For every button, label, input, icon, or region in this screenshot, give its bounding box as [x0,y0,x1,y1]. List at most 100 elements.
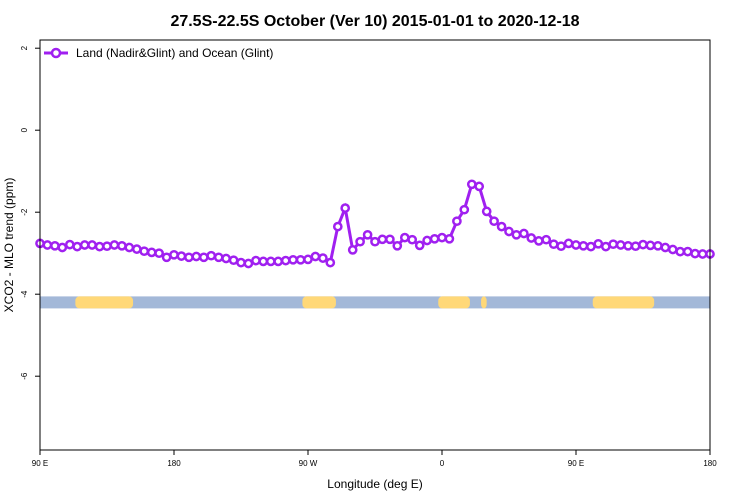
data-point [437,232,447,243]
y-axis: 2 0 -2 -4 -6 [20,45,40,380]
data-point [355,236,365,247]
data-point [265,256,276,267]
data-point [146,247,157,258]
y-tick-label: -4 [20,290,29,298]
data-point [280,255,291,266]
data-point [139,246,150,257]
data-point [154,248,164,259]
land-segment-4 [592,296,655,309]
data-point [526,233,537,243]
data-point [362,229,373,240]
x-tick-label: 90 E [568,459,584,468]
data-point [385,234,395,245]
x-axis-label: Longitude (deg E) [327,477,422,491]
data-point [593,238,604,249]
x-tick-label: 90 E [32,459,48,468]
series-layer [35,179,715,269]
data-point [615,240,626,250]
x-tick-label: 0 [440,459,445,468]
data-point [496,221,507,232]
x-tick-label: 90 W [299,459,318,468]
data-point [169,249,179,260]
data-point [273,256,284,267]
y-tick-label: 2 [20,45,29,50]
land-segment-2 [438,296,470,309]
data-point [563,238,574,249]
data-point [571,240,581,250]
data-point [72,241,83,252]
data-point [608,239,619,250]
data-point [243,258,254,269]
data-point [117,240,127,251]
data-point [236,257,246,268]
land-segment-0 [75,296,134,309]
data-point [519,228,529,239]
data-point [318,253,328,263]
data-point [228,255,239,266]
data-point [50,240,60,251]
data-point [533,236,544,246]
data-point [325,257,336,268]
data-point [690,248,700,259]
data-point [481,206,492,217]
data-point [645,240,656,251]
data-point [556,241,566,252]
land-segment-3 [481,296,487,309]
data-point [310,251,321,262]
x-tick-label: 180 [167,459,181,468]
legend-marker [50,47,62,59]
data-point [682,246,693,257]
data-point [198,252,209,263]
data-point [347,245,358,255]
x-tick-label: 180 [703,459,717,468]
data-point [42,240,53,250]
legend: Land (Nadir&Glint) and Ocean (Glint) [44,46,273,60]
data-point [600,241,611,252]
land-segment-1 [302,296,336,309]
data-point [102,241,112,252]
y-tick-label: -2 [20,208,29,216]
data-point [623,240,633,251]
data-point [94,241,105,252]
data-point [288,254,298,265]
data-point [474,181,485,192]
data-point [392,240,403,251]
data-point [258,256,269,267]
data-point [191,251,202,262]
data-point [660,242,671,253]
plot-frame [39,39,711,451]
ocean-band [40,296,710,309]
x-axis: 90 E 180 90 W 0 90 E 180 [32,450,717,468]
data-point [251,255,261,266]
data-point [57,242,68,253]
data-point [667,244,678,255]
data-point [459,204,470,215]
data-point [422,235,432,246]
data-point [541,234,552,245]
data-point [504,226,514,237]
data-point [303,254,313,265]
chart-title: 27.5S-22.5S October (Ver 10) 2015-01-01 … [170,13,579,30]
data-point [64,239,75,250]
y-tick-label: 0 [20,127,29,132]
data-point [638,239,648,250]
data-point [184,252,194,263]
data-point [109,240,120,250]
data-point [295,254,306,265]
data-point [675,246,686,257]
data-point [653,240,663,251]
data-point [206,250,217,261]
surface-band [40,296,710,309]
data-point [176,251,187,261]
data-point [340,203,351,213]
data-point [548,239,559,250]
data-point [87,240,97,250]
data-point [407,234,418,245]
data-point [452,216,462,227]
data-point [370,236,380,247]
data-point [213,252,224,263]
data-point [578,240,589,251]
data-point [466,179,477,190]
data-point [586,241,596,252]
